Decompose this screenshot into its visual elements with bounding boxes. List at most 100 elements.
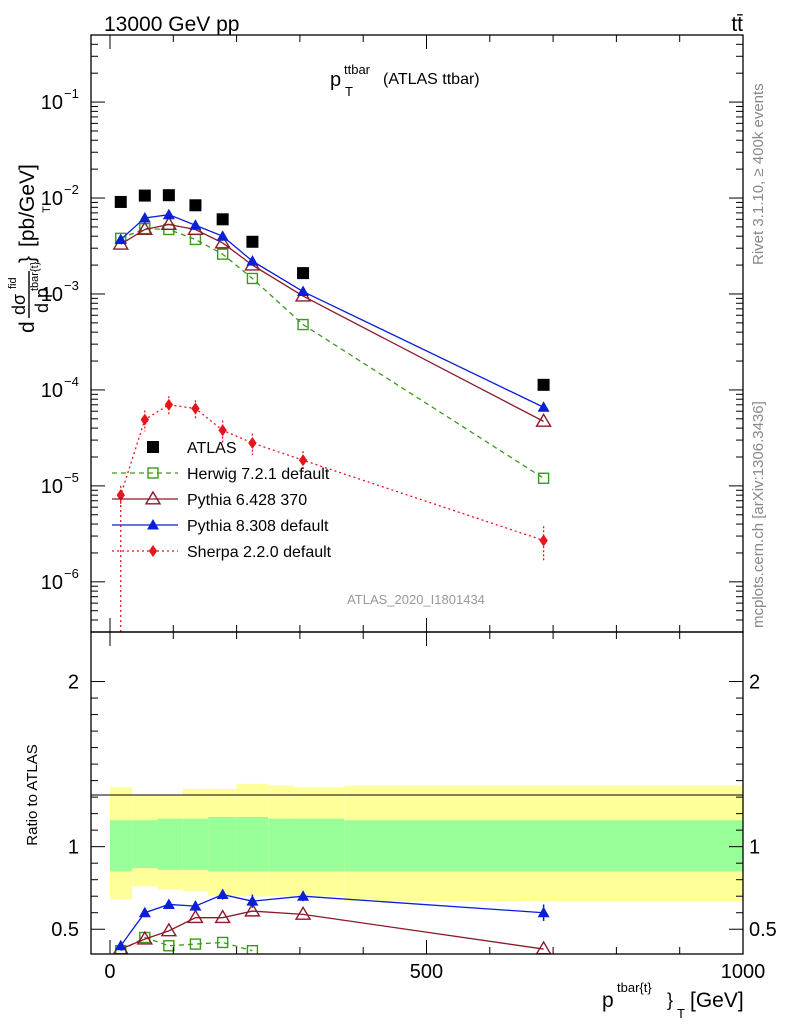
legend-marker <box>144 490 162 505</box>
series-sherpa-2-2-0-default <box>116 396 548 632</box>
ratio-point <box>189 900 202 911</box>
ratio-point <box>136 930 154 945</box>
ylabel-d: d <box>16 321 39 333</box>
main-ytick-label: 10 <box>41 380 63 402</box>
rivet-version-label: Rivet 3.1.10, ≥ 400k events <box>750 83 767 265</box>
ylabel-tbar: tbar{t} <box>29 261 41 291</box>
data-point <box>138 189 151 202</box>
series-atlas <box>114 189 550 391</box>
series-herwig-7-2-1-default <box>115 222 550 484</box>
series-pythia-6-428-370 <box>112 216 552 427</box>
data-point <box>537 472 550 484</box>
inner-uncertainty-band <box>208 816 237 872</box>
ratio-point <box>537 906 550 918</box>
main-ytick-label: 10 <box>41 92 63 114</box>
main-ytick-exponent: −5 <box>64 470 79 485</box>
main-frame <box>90 34 744 633</box>
ratio-panel: 0.5 0.5 1 1 2 2 0 500 1000 Ratio to ATLAS p tbar… <box>24 631 777 1021</box>
main-plot-area <box>112 189 552 632</box>
data-point <box>189 219 202 230</box>
process-label: tt̄ <box>731 13 743 36</box>
ylabel-dsigma: dσ <box>9 294 29 315</box>
series-line <box>120 223 544 422</box>
analysis-label: ATLAS_2020_I1801434 <box>347 592 485 607</box>
legend-label: Pythia 6.428 370 <box>187 492 307 509</box>
inner-uncertainty-band <box>344 820 743 872</box>
legend-item: Herwig 7.2.1 default <box>112 466 330 483</box>
data-point <box>537 401 550 412</box>
main-panel: 10−610−510−410−310−210−1 p ttbar T (ATLA… <box>7 34 744 633</box>
main-ytick-label: 10 <box>41 476 63 498</box>
data-point <box>162 208 175 220</box>
data-point <box>216 248 229 260</box>
legend-marker <box>148 545 158 557</box>
data-point <box>216 230 229 241</box>
legend-marker <box>147 441 159 453</box>
data-point <box>535 413 552 427</box>
ylabel-brace: } <box>16 256 39 263</box>
data-point <box>189 233 202 246</box>
ratio-point <box>246 944 259 954</box>
data-point <box>246 255 259 266</box>
data-point <box>189 199 202 212</box>
main-ytick-exponent: −4 <box>64 374 79 389</box>
ratio-point <box>244 902 261 917</box>
ratio-point <box>163 940 175 952</box>
ratio-point <box>294 905 312 920</box>
ratio-xtick-label: 500 <box>410 961 443 983</box>
ylabel-fid: fid <box>7 277 19 289</box>
main-ytick-exponent: −3 <box>64 278 79 293</box>
main-ytick-exponent: −2 <box>64 182 79 197</box>
data-point <box>136 221 154 235</box>
inner-uncertainty-band <box>109 820 133 872</box>
main-ytick-exponent: −6 <box>64 566 79 581</box>
x-axis-label-sub: T <box>677 1006 685 1021</box>
mcplots-label: mcplots.cern.ch [arXiv:1306.3436] <box>750 401 767 628</box>
series-line <box>120 227 544 479</box>
ratio-point <box>297 890 310 901</box>
ratio-ytick-label: 2 <box>68 672 79 694</box>
legend-item: Sherpa 2.2.0 default <box>112 544 332 561</box>
ratio-point <box>160 922 178 937</box>
legend-marker <box>147 467 159 479</box>
ratio-point <box>189 938 202 950</box>
plot-title-suffix: (ATLAS ttbar) <box>383 71 480 88</box>
ratio-series-pythia-6-428-370 <box>112 902 552 954</box>
ylabel-unit: [pb/GeV] <box>16 164 39 247</box>
ratio-point <box>216 936 229 949</box>
data-point <box>140 413 150 426</box>
ratio-uncertainty-bands <box>109 783 743 902</box>
data-point <box>539 534 548 547</box>
data-point <box>114 233 127 244</box>
legend-label: Pythia 8.308 default <box>187 518 329 535</box>
legend-label: ATLAS <box>187 440 237 457</box>
ratio-ytick-label: 0.5 <box>51 919 79 941</box>
ratio-point <box>162 898 175 909</box>
data-point <box>537 378 550 391</box>
main-ytick-label: 10 <box>41 572 63 594</box>
legend-item: ATLAS <box>147 440 237 457</box>
inner-uncertainty-band <box>182 818 209 870</box>
ylabel-T: T <box>41 206 53 213</box>
data-point <box>218 424 227 437</box>
ratio-ytick-label: 1 <box>68 837 79 859</box>
ratio-point <box>246 895 259 906</box>
ratio-point <box>216 888 229 900</box>
ratio-point <box>114 939 127 951</box>
ylabel-dp: d p <box>32 288 52 313</box>
data-point <box>138 211 151 223</box>
data-point <box>297 318 309 331</box>
main-ytick-label: 10 <box>41 188 63 210</box>
series-line <box>120 404 544 632</box>
data-point <box>191 402 200 415</box>
legend-label: Sherpa 2.2.0 default <box>187 544 332 561</box>
ratio-plot-area <box>112 888 552 954</box>
ratio-point <box>138 906 151 918</box>
inner-uncertainty-band <box>157 818 183 870</box>
ratio-ytick-label-right: 2 <box>749 672 760 694</box>
main-y-axis-label: d dσ fid d p tbar{t} T } [pb/GeV] <box>7 164 53 333</box>
ratio-y-axis-label: Ratio to ATLAS <box>24 744 41 845</box>
inner-uncertainty-band <box>268 818 294 872</box>
data-point <box>214 234 231 249</box>
